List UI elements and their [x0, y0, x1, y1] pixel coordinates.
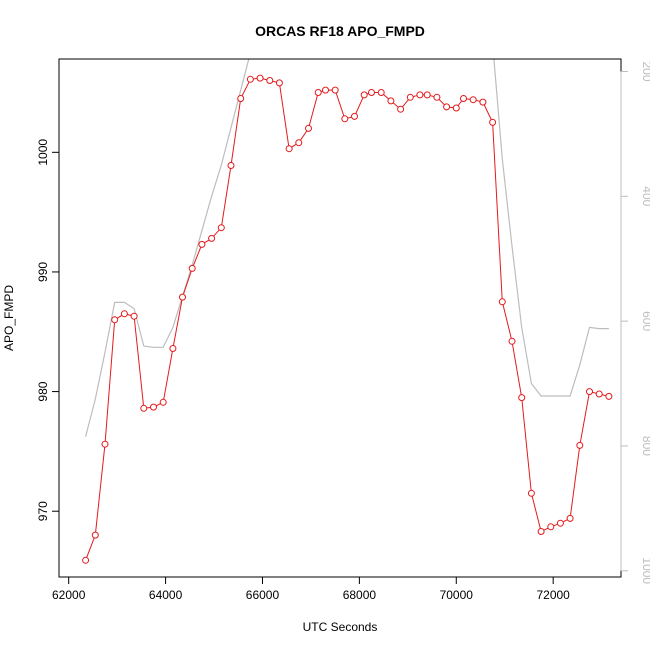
chart-title: ORCAS RF18 APO_FMPD	[255, 23, 425, 39]
data-point	[556, 519, 564, 527]
data-point	[387, 97, 395, 105]
x-tick-label: 68000	[343, 588, 377, 602]
y-axis: 970 980 990 1000	[36, 139, 60, 521]
data-point	[266, 77, 274, 84]
right-tick-label: 800	[640, 436, 650, 456]
data-point	[489, 118, 497, 126]
data-point	[566, 514, 574, 522]
right-axis: 200 400 600 800 1000	[620, 61, 650, 584]
x-tick-label: 72000	[536, 588, 570, 602]
apo-fmpd-line	[85, 77, 610, 561]
x-axis: 62000 64000 66000 68000 70000 72000	[52, 576, 570, 602]
data-point	[188, 264, 196, 272]
data-point	[322, 86, 329, 94]
data-point	[351, 112, 358, 120]
right-tick-label: 400	[640, 186, 650, 206]
x-tick-label: 62000	[52, 588, 86, 602]
data-point	[256, 74, 264, 82]
data-point	[595, 390, 603, 398]
data-point	[452, 104, 460, 112]
data-point	[605, 392, 613, 400]
x-tick-label: 64000	[149, 588, 183, 602]
data-point	[341, 115, 349, 123]
y-tick-label: 1000	[36, 139, 50, 166]
data-point	[140, 404, 148, 412]
data-point	[208, 234, 216, 242]
data-point	[443, 103, 451, 111]
apo-fmpd-series	[82, 74, 613, 564]
data-point	[275, 79, 283, 87]
data-point	[305, 124, 312, 132]
data-point	[120, 310, 128, 318]
y-axis-label: APO_FMPD	[2, 285, 16, 351]
right-tick-label: 600	[640, 311, 650, 331]
data-point	[479, 98, 487, 106]
data-point	[368, 89, 375, 96]
data-point	[433, 93, 441, 101]
data-point	[423, 91, 431, 99]
data-point	[377, 89, 385, 96]
data-point	[169, 345, 177, 352]
data-point	[576, 441, 584, 449]
x-tick-label: 70000	[440, 588, 474, 602]
right-tick-label: 1000	[640, 557, 650, 584]
data-point	[537, 528, 545, 535]
data-point	[508, 337, 516, 345]
altitude-series	[85, 59, 609, 437]
x-tick-label: 66000	[246, 588, 280, 602]
data-point	[295, 139, 303, 147]
y-tick-label: 970	[36, 501, 50, 521]
data-point	[198, 240, 206, 248]
data-point	[101, 440, 109, 448]
y-tick-label: 980	[36, 381, 50, 401]
data-point	[416, 91, 424, 99]
data-point	[331, 86, 339, 94]
data-point	[82, 556, 90, 564]
data-point	[360, 91, 368, 99]
data-point	[246, 75, 254, 83]
y-tick-label: 990	[36, 262, 50, 282]
data-point	[314, 89, 322, 96]
data-point	[469, 96, 477, 104]
data-point	[237, 95, 245, 102]
plot-frame	[58, 58, 622, 578]
data-point	[460, 95, 467, 102]
data-point	[406, 93, 414, 101]
data-point	[547, 523, 555, 531]
data-point	[397, 105, 405, 113]
data-point	[179, 293, 186, 301]
data-point	[159, 398, 167, 406]
x-axis-label: UTC Seconds	[303, 620, 378, 634]
data-point	[91, 531, 99, 539]
right-tick-label: 200	[640, 61, 650, 81]
data-point	[527, 489, 535, 497]
data-point	[130, 312, 138, 320]
data-point	[285, 145, 293, 153]
data-point	[150, 403, 157, 411]
data-point	[217, 224, 225, 232]
data-point	[227, 162, 235, 169]
data-point	[586, 388, 593, 396]
data-point	[518, 394, 526, 402]
data-point	[498, 298, 506, 306]
altitude-line	[85, 59, 609, 437]
data-point	[111, 316, 119, 324]
